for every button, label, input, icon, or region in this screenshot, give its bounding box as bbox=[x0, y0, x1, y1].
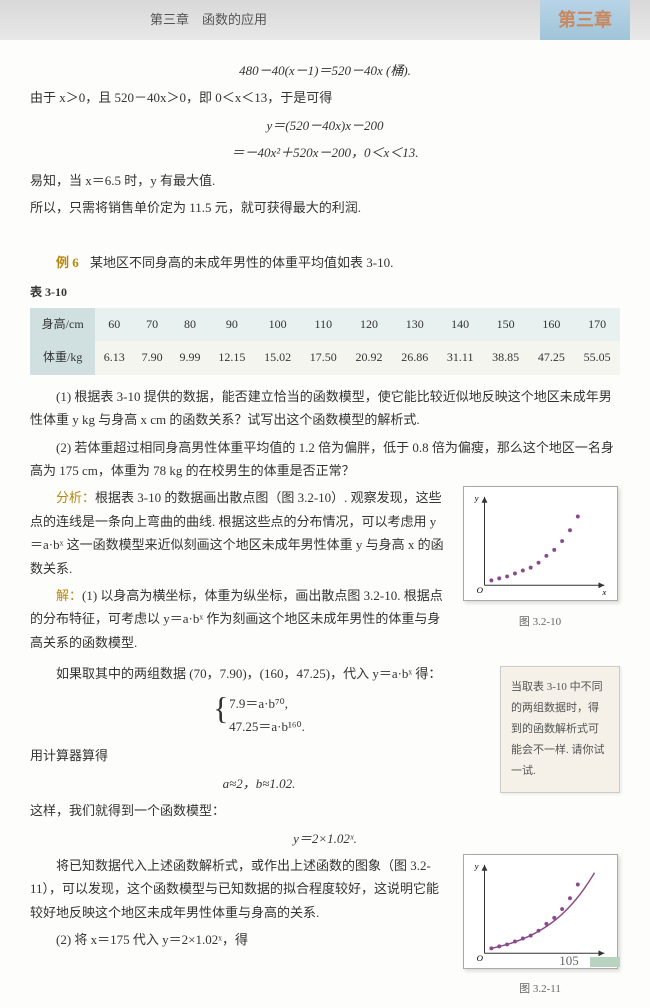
page-content: 480－40(x－1)＝520－40x (桶). 由于 x＞0，且 520－40… bbox=[0, 40, 650, 952]
table-label: 表 3-10 bbox=[30, 282, 620, 304]
page-number: 105 bbox=[559, 953, 579, 968]
intro-eq2: y＝(520－40x)x－200 bbox=[30, 114, 620, 137]
question1: (1) 根据表 3-10 提供的数据，能否建立恰当的函数模型，使它能比较近似地反… bbox=[30, 385, 620, 432]
scatter-plot-icon: O x y bbox=[463, 486, 618, 601]
brace-eq1: 7.9＝a·b⁷⁰, bbox=[229, 692, 305, 715]
header-title: 第三章 函数的应用 bbox=[150, 8, 267, 31]
page-footer: 105 bbox=[559, 949, 620, 972]
svg-text:x: x bbox=[601, 588, 606, 598]
chapter-badge: 第三章 bbox=[540, 0, 630, 40]
intro-line2: 易知，当 x＝6.5 时，y 有最大值. bbox=[30, 169, 620, 192]
svg-text:O: O bbox=[476, 953, 483, 963]
intro-eq3: ＝－40x²＋520x－200，0＜x＜13. bbox=[30, 141, 620, 164]
table-row-weight: 体重/kg 6.13 7.90 9.99 12.15 15.02 17.50 2… bbox=[30, 341, 620, 375]
brace-eq2: 47.25＝a·b¹⁶⁰. bbox=[229, 715, 305, 738]
row1-label: 身高/cm bbox=[30, 308, 95, 342]
figure2-caption: 图 3.2-11 bbox=[460, 980, 620, 1000]
page-header: 第三章 函数的应用 第三章 bbox=[0, 0, 650, 40]
table-row-height: 身高/cm 60 70 80 90 100 110 120 130 140 15… bbox=[30, 308, 620, 342]
row2-label: 体重/kg bbox=[30, 341, 95, 375]
figure-1: O x y 图 3.2-10 bbox=[460, 486, 620, 632]
solve-para4: 这样，我们就得到一个函数模型： bbox=[30, 799, 620, 822]
example6-intro: 例 6 某地区不同身高的未成年男性的体重平均值如表 3-10. bbox=[30, 251, 620, 274]
svg-text:O: O bbox=[476, 586, 483, 596]
solve-label: 解： bbox=[56, 588, 82, 603]
figure-2: O x y 图 3.2-11 bbox=[460, 854, 620, 1000]
data-table: 身高/cm 60 70 80 90 100 110 120 130 140 15… bbox=[30, 308, 620, 375]
example6-text: 某地区不同身高的未成年男性的体重平均值如表 3-10. bbox=[90, 255, 393, 270]
svg-text:y: y bbox=[473, 861, 478, 871]
intro-line1: 由于 x＞0，且 520－40x＞0，即 0＜x＜13，于是可得 bbox=[30, 86, 620, 109]
footer-bar bbox=[590, 957, 620, 967]
intro-eq1: 480－40(x－1)＝520－40x (桶). bbox=[30, 59, 620, 82]
example-label: 例 6 bbox=[56, 255, 79, 270]
side-note: 当取表 3-10 中不同的两组数据时，得到的函数解析式可能会不一样. 请你试一试… bbox=[500, 666, 620, 792]
question2: (2) 若体重超过相同身高男性体重平均值的 1.2 倍为偏胖，低于 0.8 倍为… bbox=[30, 436, 620, 483]
figure1-caption: 图 3.2-10 bbox=[460, 613, 620, 633]
svg-text:y: y bbox=[473, 493, 478, 503]
eq-model: y＝2×1.02ˣ. bbox=[30, 827, 620, 850]
analysis-label: 分析： bbox=[56, 490, 95, 505]
intro-line3: 所以，只需将销售单价定为 11.5 元，就可获得最大的利润. bbox=[30, 196, 620, 219]
